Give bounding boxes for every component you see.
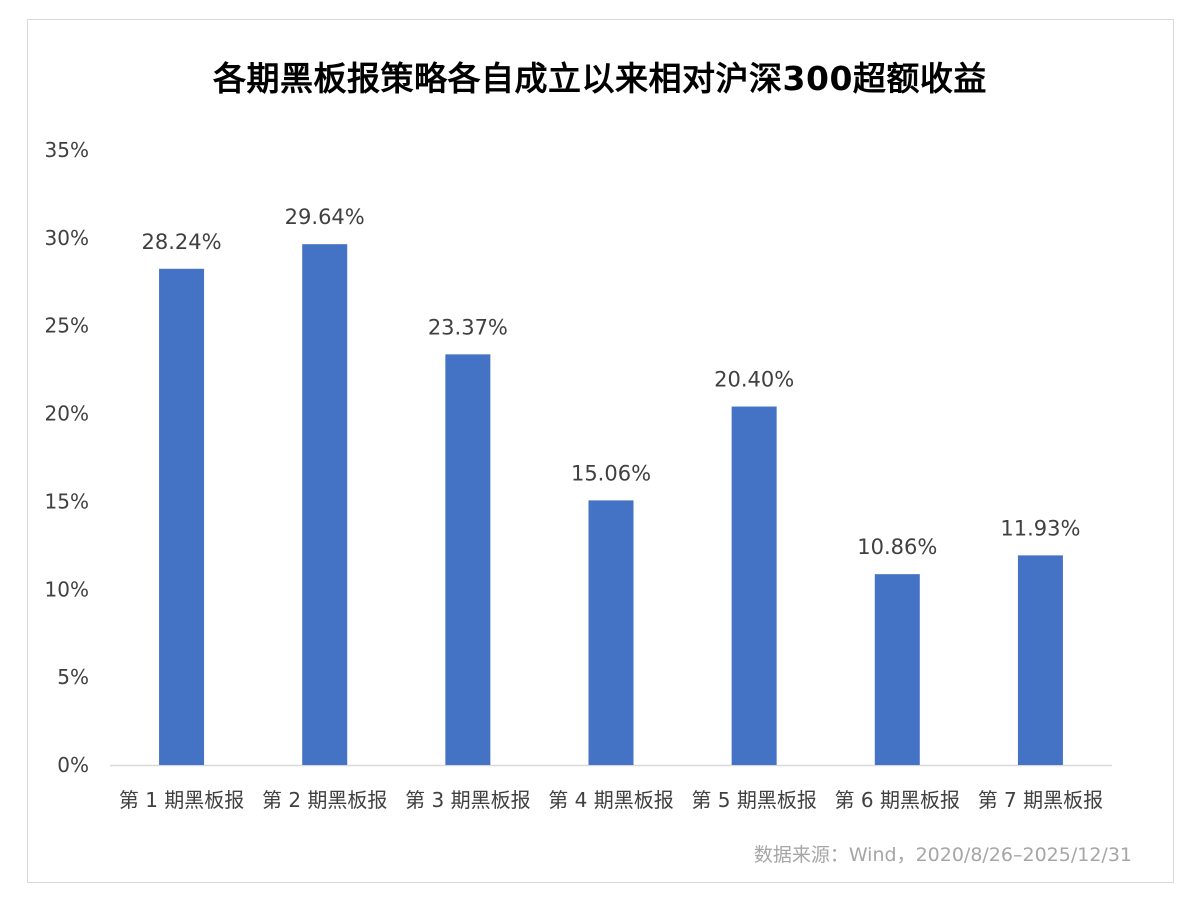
chart-title: 各期黑板报策略各自成立以来相对沪深300超额收益	[213, 59, 987, 98]
x-tick-label: 第 6 期黑板报	[835, 788, 960, 812]
y-tick-label: 5%	[57, 665, 89, 689]
data-label: 20.40%	[714, 368, 794, 392]
x-tick-label: 第 7 期黑板报	[978, 788, 1103, 812]
bar	[302, 244, 348, 765]
data-label: 29.64%	[285, 205, 365, 229]
data-label: 11.93%	[1000, 516, 1080, 540]
y-tick-label: 25%	[45, 314, 89, 338]
data-label: 10.86%	[857, 535, 937, 559]
x-tick-label: 第 1 期黑板报	[119, 788, 244, 812]
data-label: 28.24%	[142, 230, 222, 254]
bar	[731, 406, 777, 765]
y-tick-label: 35%	[45, 138, 89, 162]
bar	[1017, 555, 1063, 765]
y-tick-label: 0%	[57, 753, 89, 777]
y-tick-label: 20%	[45, 402, 89, 426]
x-tick-label: 第 3 期黑板报	[405, 788, 530, 812]
bar	[588, 500, 634, 765]
y-tick-label: 10%	[45, 577, 89, 601]
x-tick-label: 第 4 期黑板报	[548, 788, 673, 812]
y-tick-label: 30%	[45, 226, 89, 250]
data-label: 23.37%	[428, 315, 508, 339]
y-tick-label: 15%	[45, 489, 89, 513]
bar	[159, 268, 205, 765]
bar	[874, 574, 920, 765]
data-label: 15.06%	[571, 461, 651, 485]
x-tick-label: 第 5 期黑板报	[691, 788, 816, 812]
bar	[445, 354, 491, 765]
data-source-note: 数据来源：Wind，2020/8/26–2025/12/31	[753, 844, 1132, 866]
x-tick-label: 第 2 期黑板报	[262, 788, 387, 812]
